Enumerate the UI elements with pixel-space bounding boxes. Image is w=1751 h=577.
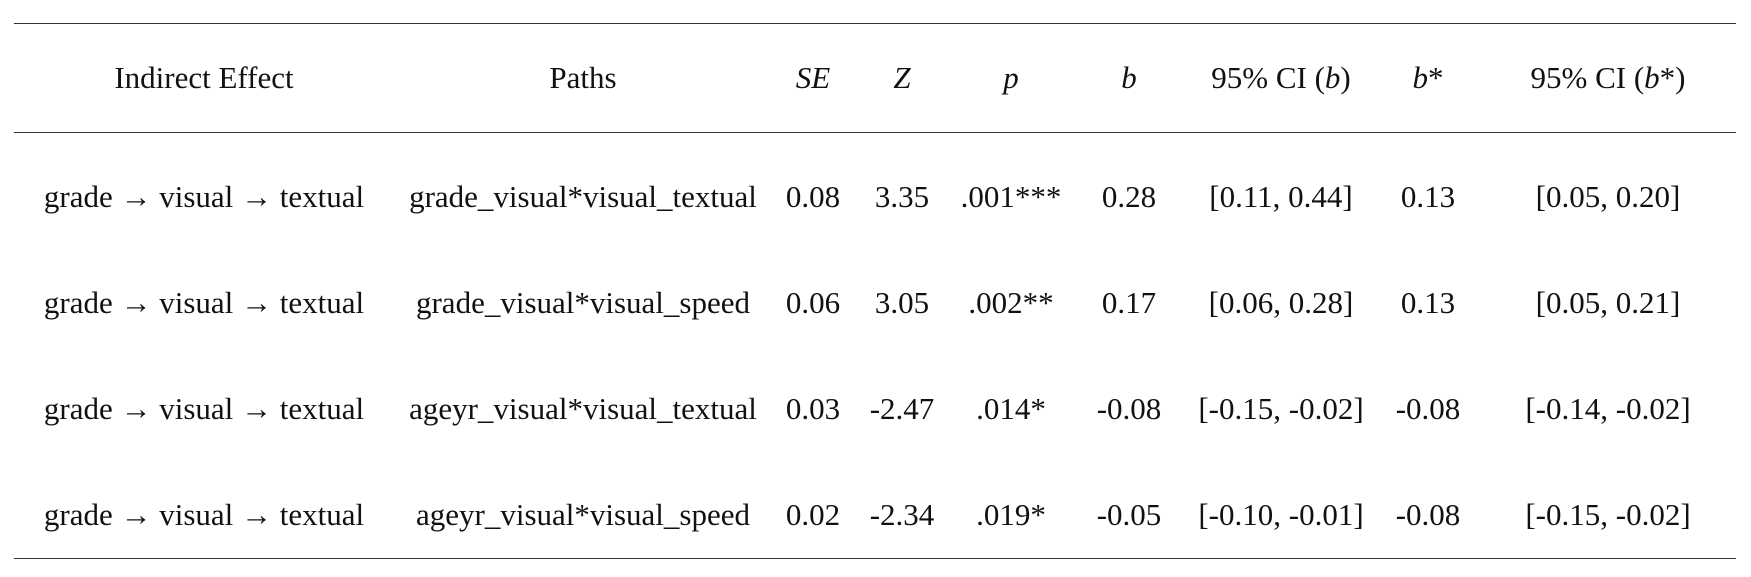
header-ci-b-star-italic: b: [1644, 59, 1660, 95]
header-z: Z: [893, 59, 911, 95]
header-b-star-italic: b: [1412, 59, 1429, 95]
cell-ci-b: [0.11, 0.44]: [1209, 179, 1353, 214]
cell-b: 0.28: [1101, 179, 1157, 214]
cell-indirect-effect: grade → visual → textual: [43, 179, 365, 214]
header-b-star: b*: [1376, 23, 1480, 144]
indirect-effects-table: Indirect Effect Paths SE Z p b 95% CI (b…: [14, 23, 1736, 568]
cell-se: 0.02: [785, 497, 841, 532]
table-row: grade → visual → textual ageyr_visual*vi…: [14, 462, 1736, 568]
cell-ci-b: [-0.10, -0.01]: [1198, 497, 1364, 532]
header-b-star-suffix: *: [1428, 59, 1444, 95]
cell-ci-b: [0.06, 0.28]: [1208, 285, 1354, 320]
table-body: grade → visual → textual grade_visual*vi…: [14, 144, 1736, 568]
cell-b-star: -0.08: [1395, 391, 1461, 426]
cell-z: -2.47: [869, 391, 935, 426]
cell-b-star: -0.08: [1395, 497, 1461, 532]
header-ci-b-prefix: 95% CI (: [1211, 59, 1325, 95]
cell-indirect-effect: grade → visual → textual: [43, 497, 365, 532]
cell-se: 0.06: [785, 285, 841, 320]
cell-paths: ageyr_visual*visual_textual: [409, 391, 757, 426]
table-header-rule: [14, 132, 1736, 133]
table-header: Indirect Effect Paths SE Z p b 95% CI (b…: [14, 23, 1736, 144]
header-ci-b-star-suffix: *): [1659, 59, 1686, 95]
cell-p: .019*: [976, 497, 1046, 532]
cell-b: -0.05: [1096, 497, 1162, 532]
cell-z: 3.35: [874, 179, 930, 214]
cell-se: 0.08: [785, 179, 841, 214]
cell-ci-b-star: [-0.15, -0.02]: [1525, 497, 1691, 532]
cell-ci-b-star: [0.05, 0.21]: [1535, 285, 1681, 320]
header-row: Indirect Effect Paths SE Z p b 95% CI (b…: [14, 23, 1736, 144]
cell-ci-b-star: [-0.14, -0.02]: [1525, 391, 1691, 426]
cell-p: .014*: [976, 391, 1046, 426]
cell-paths: grade_visual*visual_speed: [415, 285, 751, 320]
header-paths: Paths: [549, 59, 617, 95]
cell-p: .001***: [960, 179, 1062, 214]
header-p: p: [1003, 59, 1019, 95]
table-top-rule: [14, 23, 1736, 24]
cell-b: 0.17: [1101, 285, 1157, 320]
cell-paths: grade_visual*visual_textual: [409, 179, 757, 214]
cell-paths: ageyr_visual*visual_speed: [415, 497, 751, 532]
cell-z: 3.05: [874, 285, 930, 320]
table-row: grade → visual → textual grade_visual*vi…: [14, 250, 1736, 356]
header-b: b: [1121, 59, 1137, 95]
cell-indirect-effect: grade → visual → textual: [43, 391, 365, 426]
table-row: grade → visual → textual grade_visual*vi…: [14, 144, 1736, 250]
cell-ci-b-star: [0.05, 0.20]: [1535, 179, 1681, 214]
header-se: SE: [795, 59, 831, 95]
cell-b: -0.08: [1096, 391, 1162, 426]
header-ci-b-star-prefix: 95% CI (: [1530, 59, 1645, 95]
header-ci-b-star: 95% CI (b*): [1480, 23, 1736, 144]
cell-z: -2.34: [869, 497, 935, 532]
cell-indirect-effect: grade → visual → textual: [43, 285, 365, 320]
cell-b-star: 0.13: [1400, 285, 1456, 320]
header-ci-b-suffix: ): [1340, 59, 1351, 95]
header-indirect-effect: Indirect Effect: [114, 59, 294, 95]
table-bottom-rule: [14, 558, 1736, 559]
cell-p: .002**: [968, 285, 1054, 320]
table-row: grade → visual → textual ageyr_visual*vi…: [14, 356, 1736, 462]
header-ci-b: 95% CI (b): [1186, 23, 1376, 144]
cell-b-star: 0.13: [1400, 179, 1456, 214]
header-ci-b-italic: b: [1324, 59, 1341, 95]
cell-se: 0.03: [785, 391, 841, 426]
cell-ci-b: [-0.15, -0.02]: [1198, 391, 1364, 426]
